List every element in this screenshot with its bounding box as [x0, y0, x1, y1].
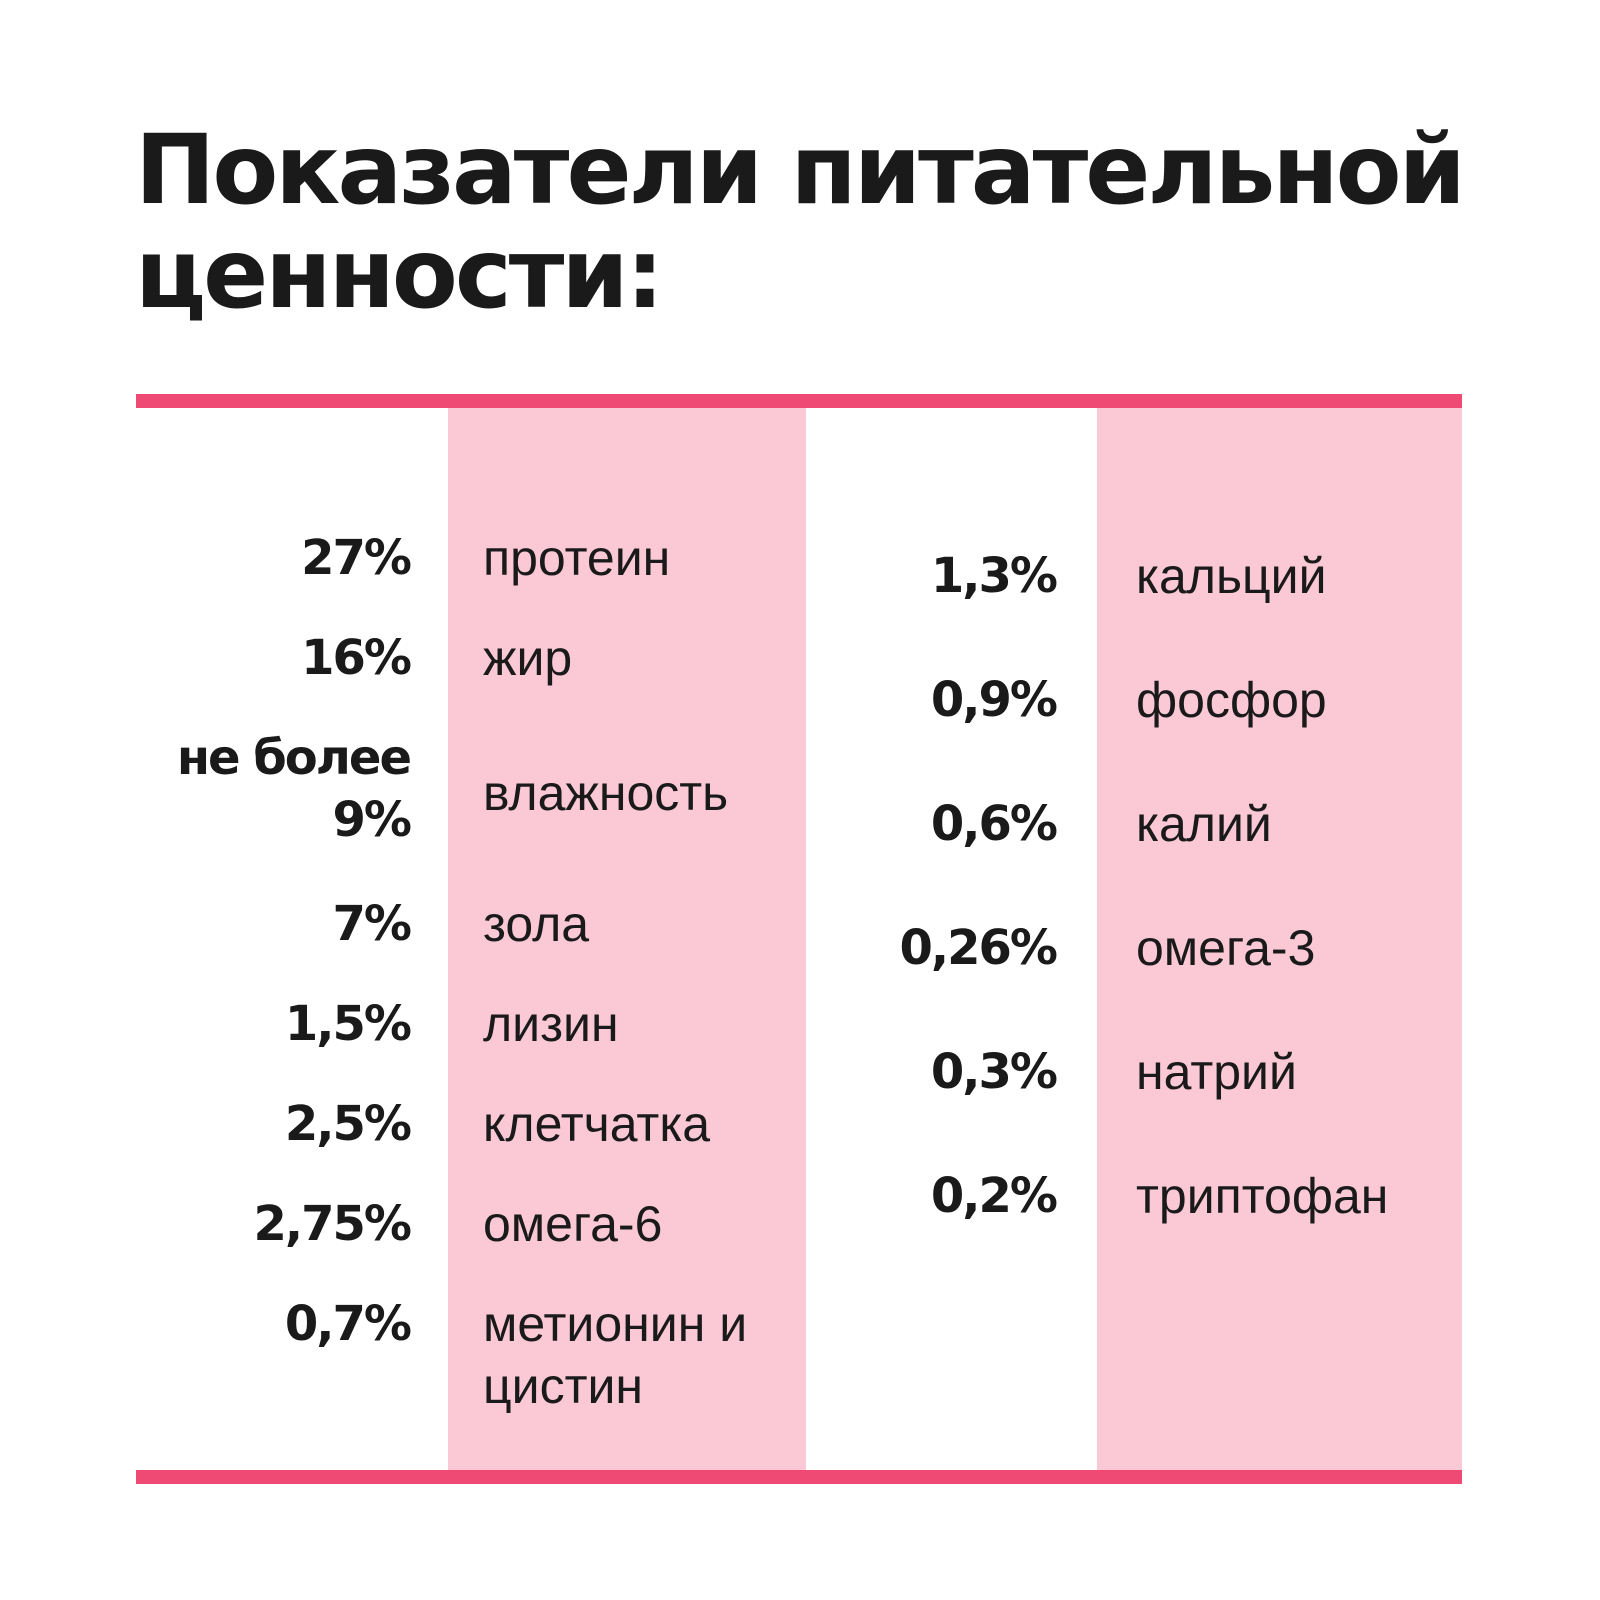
nutrient-name: зола [483, 896, 590, 952]
nutrient-value: 7% [332, 896, 413, 952]
nutrient-value: 1,3% [930, 548, 1058, 604]
nutrient-value: 0,9% [930, 672, 1058, 728]
nutrient-value: 2,5% [284, 1096, 412, 1152]
nutrient-value: 0,2% [930, 1168, 1058, 1224]
nutrient-name: влажность [483, 765, 729, 821]
nutrient-name: кальций [1136, 548, 1327, 604]
nutrient-name: триптофан [1136, 1168, 1389, 1224]
nutrient-value: 2,75% [253, 1196, 412, 1252]
nutrient-value: 0,6% [930, 796, 1058, 852]
nutrient-value: 0,7% [284, 1296, 412, 1352]
page-title: Показатели питательной ценности: [135, 114, 1466, 330]
left-name-column-band [448, 408, 806, 1470]
nutrient-name: протеин [483, 530, 671, 586]
nutrient-name: лизин [483, 996, 619, 1052]
nutrient-value: не более 9% [176, 730, 412, 848]
nutrient-value: 16% [301, 630, 412, 686]
nutrient-name: метионин и цистин [483, 1296, 748, 1414]
right-name-column-band [1097, 408, 1462, 1470]
nutrient-name: натрий [1136, 1044, 1297, 1100]
nutrient-value: 0,3% [930, 1044, 1058, 1100]
nutrient-name: омега-3 [1136, 920, 1316, 976]
nutrient-value: 0,26% [899, 920, 1058, 976]
top-divider [136, 394, 1462, 408]
nutrient-value: 1,5% [284, 996, 412, 1052]
nutrient-name: жир [483, 630, 573, 686]
nutrient-name: омега-6 [483, 1196, 663, 1252]
bottom-divider [136, 1470, 1462, 1484]
nutrient-name: калий [1136, 796, 1272, 852]
nutrient-value: 27% [301, 530, 412, 586]
nutrient-name: фосфор [1136, 672, 1327, 728]
nutrient-name: клетчатка [483, 1096, 711, 1152]
